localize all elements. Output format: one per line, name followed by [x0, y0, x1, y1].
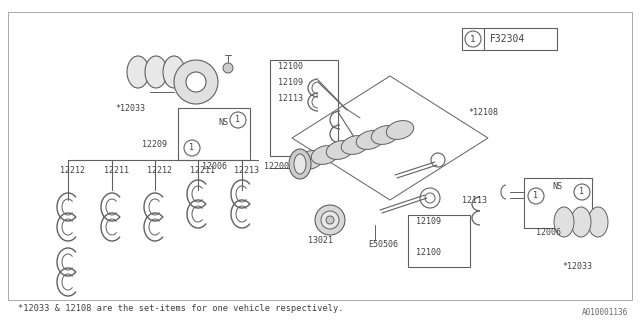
Text: 12213: 12213 [234, 166, 259, 175]
Text: F32304: F32304 [490, 34, 525, 44]
Text: *12033: *12033 [115, 104, 145, 113]
Bar [270, 60, 338, 156]
Ellipse shape [341, 136, 369, 155]
Circle shape [186, 72, 206, 92]
Bar [524, 178, 592, 228]
Text: 12113: 12113 [278, 94, 303, 103]
Text: A010001136: A010001136 [582, 308, 628, 317]
Ellipse shape [294, 154, 306, 174]
Ellipse shape [145, 56, 167, 88]
Circle shape [184, 140, 200, 156]
Bar [408, 215, 470, 267]
Text: 12113: 12113 [462, 196, 487, 205]
Bar [178, 108, 250, 160]
Text: 12006: 12006 [202, 162, 227, 171]
Text: 12109: 12109 [416, 217, 441, 226]
Ellipse shape [588, 207, 608, 237]
Circle shape [574, 184, 590, 200]
Ellipse shape [371, 125, 399, 144]
Circle shape [174, 60, 218, 104]
Text: 12212: 12212 [147, 166, 172, 175]
Ellipse shape [311, 146, 339, 164]
Circle shape [528, 188, 544, 204]
Text: 1: 1 [189, 143, 195, 153]
Text: 12100: 12100 [278, 62, 303, 71]
Ellipse shape [387, 121, 413, 140]
Text: *12108: *12108 [468, 108, 498, 117]
Ellipse shape [315, 205, 345, 235]
Circle shape [230, 112, 246, 128]
Text: 12200: 12200 [264, 162, 289, 171]
Circle shape [465, 31, 481, 47]
Ellipse shape [326, 140, 354, 159]
Text: 1: 1 [534, 191, 538, 201]
Text: 1: 1 [470, 35, 476, 44]
Text: 12209: 12209 [142, 140, 167, 149]
Ellipse shape [326, 216, 334, 224]
Ellipse shape [289, 149, 311, 179]
Text: 1: 1 [579, 188, 584, 196]
Text: NS: NS [552, 182, 562, 191]
Text: *12033 & 12108 are the set-items for one vehicle respectively.: *12033 & 12108 are the set-items for one… [18, 304, 344, 313]
Text: 12109: 12109 [278, 78, 303, 87]
Circle shape [223, 63, 233, 73]
Text: 13021: 13021 [308, 236, 333, 245]
Ellipse shape [163, 56, 185, 88]
Ellipse shape [296, 151, 324, 169]
Ellipse shape [321, 211, 339, 229]
Ellipse shape [127, 56, 149, 88]
Text: 12211: 12211 [104, 166, 129, 175]
Bar [462, 28, 557, 50]
Text: 1: 1 [236, 116, 241, 124]
Ellipse shape [571, 207, 591, 237]
Ellipse shape [554, 207, 574, 237]
Text: 12100: 12100 [416, 248, 441, 257]
Text: *12033: *12033 [562, 262, 592, 271]
Text: E50506: E50506 [368, 240, 398, 249]
Text: 12211: 12211 [190, 166, 215, 175]
Ellipse shape [356, 131, 384, 149]
Text: 12212: 12212 [60, 166, 85, 175]
Text: NS: NS [218, 118, 228, 127]
Text: 12006: 12006 [536, 228, 561, 237]
